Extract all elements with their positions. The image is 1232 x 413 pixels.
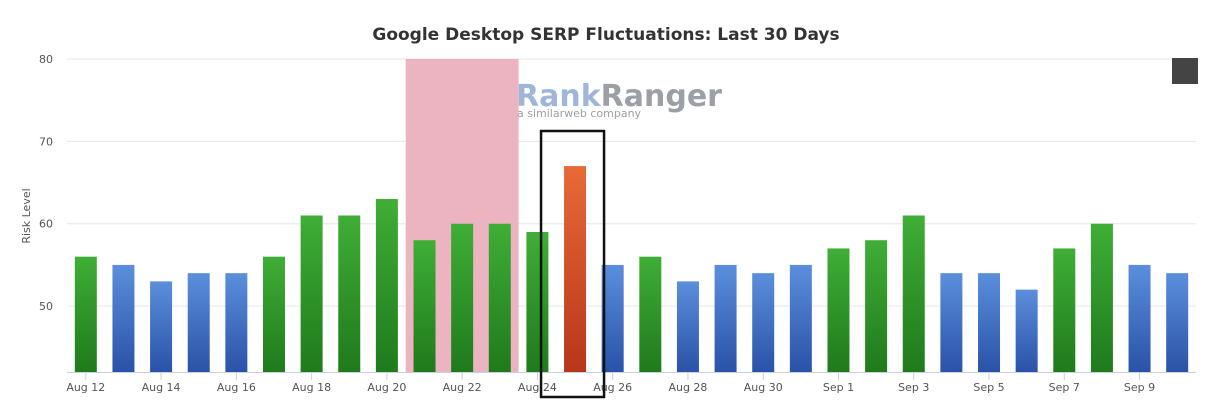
bar-aug-25[interactable] (564, 166, 587, 372)
bar-aug-12[interactable] (74, 256, 97, 372)
x-tick-label: Sep 5 (973, 381, 1004, 394)
callout-box-layer (539, 129, 606, 399)
bar-aug-19[interactable] (338, 215, 361, 373)
rankranger-watermark: RankRanger a similarweb company (516, 79, 722, 120)
spike-callout-box (539, 129, 606, 399)
chart-title: Google Desktop SERP Fluctuations: Last 3… (372, 25, 839, 45)
hamburger-menu-icon[interactable] (1172, 58, 1198, 84)
x-tick-label: Aug 14 (142, 381, 181, 394)
bar-aug-22[interactable] (451, 223, 474, 372)
x-tick-label: Aug 24 (518, 381, 557, 394)
grid-layer (67, 58, 1196, 307)
bar-sep-9[interactable] (1128, 264, 1151, 372)
bar-aug-23[interactable] (488, 223, 511, 372)
bar-aug-17[interactable] (262, 256, 285, 372)
watermark-brand-part1: Rank (516, 79, 602, 114)
x-tick-label: Aug 16 (217, 381, 256, 394)
y-tick-label: 70 (39, 135, 53, 148)
bar-aug-16[interactable] (225, 273, 248, 372)
y-tick-label: 50 (39, 300, 53, 313)
x-tick-label: Aug 22 (443, 381, 482, 394)
bar-sep-4[interactable] (940, 273, 963, 372)
x-tick-label: Sep 9 (1124, 381, 1155, 394)
y-tick-label: 60 (39, 218, 53, 231)
x-tick-label: Sep 7 (1049, 381, 1080, 394)
bar-aug-31[interactable] (789, 264, 812, 372)
bar-aug-21[interactable] (413, 240, 436, 372)
bar-aug-14[interactable] (150, 281, 173, 372)
bar-aug-20[interactable] (375, 199, 398, 372)
bar-sep-5[interactable] (978, 273, 1001, 372)
bar-aug-18[interactable] (300, 215, 323, 373)
bar-aug-28[interactable] (676, 281, 699, 372)
bar-sep-6[interactable] (1015, 289, 1038, 372)
x-tick-label: Aug 18 (292, 381, 331, 394)
x-tick-label: Sep 3 (898, 381, 929, 394)
svg-text:RankRanger: RankRanger (516, 79, 722, 114)
x-tick-label: Aug 30 (744, 381, 783, 394)
bar-aug-24[interactable] (526, 231, 549, 372)
watermark-tagline: a similarweb company (517, 107, 642, 120)
x-tick-label: Aug 20 (367, 381, 406, 394)
bars-layer (74, 166, 1189, 373)
bar-aug-13[interactable] (112, 264, 135, 372)
bar-sep-7[interactable] (1053, 248, 1076, 372)
y-tick-label: 80 (39, 53, 53, 66)
x-tick-label: Sep 1 (823, 381, 854, 394)
y-axis-label: Risk Level (20, 188, 33, 243)
bar-aug-26[interactable] (601, 264, 624, 372)
bar-sep-1[interactable] (827, 248, 850, 372)
bar-sep-3[interactable] (902, 215, 925, 373)
watermark-brand-part2: Ranger (601, 79, 723, 114)
axis-layer: 50 60 70 80 Aug 12 Aug 14 Aug 16 Aug 18 Aug 20 Au… (39, 53, 1196, 394)
x-tick-label: Aug 28 (668, 381, 707, 394)
x-tick-label: Aug 26 (593, 381, 632, 394)
bar-sep-10[interactable] (1166, 273, 1189, 372)
bar-aug-30[interactable] (752, 273, 775, 372)
bar-sep-8[interactable] (1090, 223, 1113, 372)
bar-sep-2[interactable] (865, 240, 888, 372)
bar-aug-29[interactable] (714, 264, 737, 372)
bar-aug-27[interactable] (639, 256, 662, 372)
x-tick-label: Aug 12 (66, 381, 105, 394)
bar-aug-15[interactable] (187, 273, 210, 372)
